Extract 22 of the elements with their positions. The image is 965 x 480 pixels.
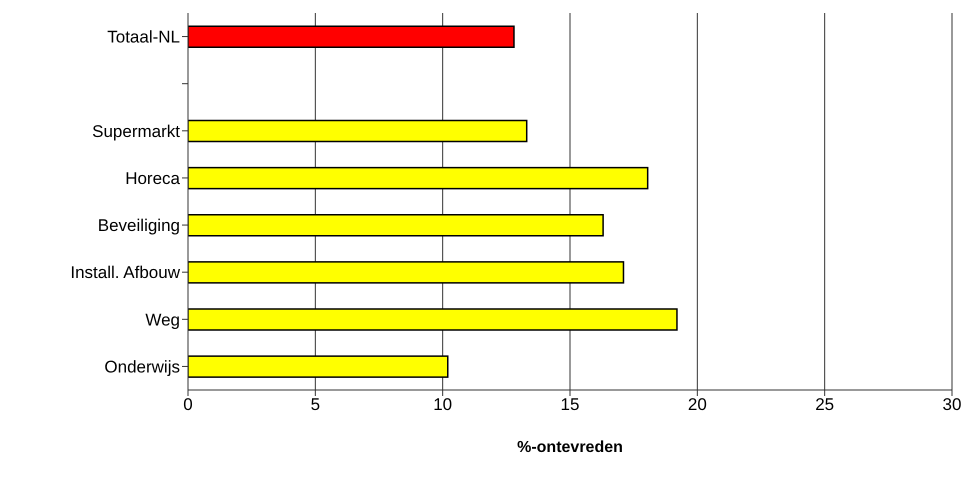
x-tick-label: 5	[310, 395, 320, 414]
bar	[188, 120, 528, 142]
x-tick-label: 25	[815, 395, 834, 414]
x-tick-label: 10	[433, 395, 452, 414]
y-tick-label: Totaal-NL	[107, 28, 180, 47]
x-tick-label: 0	[183, 395, 193, 414]
bar	[188, 214, 604, 236]
bar	[188, 261, 624, 284]
y-tick-label: Horeca	[125, 168, 181, 188]
bar	[188, 25, 515, 48]
bar	[188, 308, 678, 331]
x-tick-label: 30	[942, 395, 962, 414]
bar	[188, 166, 648, 190]
y-tick-label: Weg	[145, 310, 180, 330]
x-axis-title: %-ontevreden	[517, 439, 623, 456]
y-tick-label: Beveiliging	[98, 216, 180, 236]
y-tick-label: Install. Afbouw	[70, 263, 181, 282]
y-tick-label: Onderwijs	[104, 357, 180, 376]
bar	[188, 355, 449, 378]
x-tick-label: 15	[560, 395, 580, 414]
x-tick-label: 20	[688, 395, 707, 414]
y-tick-label: Supermarkt	[92, 122, 180, 141]
